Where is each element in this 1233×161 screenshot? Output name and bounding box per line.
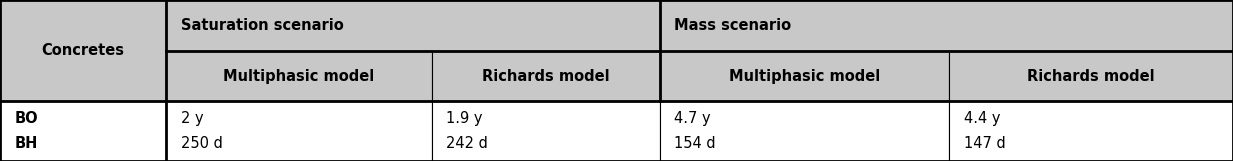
Text: Multiphasic model: Multiphasic model: [729, 69, 880, 84]
Text: Richards model: Richards model: [1027, 69, 1155, 84]
Text: Multiphasic model: Multiphasic model: [223, 69, 375, 84]
Text: Richards model: Richards model: [482, 69, 609, 84]
Text: Concretes: Concretes: [42, 43, 125, 58]
Bar: [0, 101, 166, 161]
Text: BO
BH: BO BH: [15, 111, 38, 151]
Bar: [949, 51, 1233, 101]
Text: Mass scenario: Mass scenario: [674, 18, 792, 33]
Bar: [166, 0, 660, 51]
Text: 1.9 y
242 d: 1.9 y 242 d: [446, 111, 488, 151]
Bar: [660, 51, 949, 101]
Text: 4.7 y
154 d: 4.7 y 154 d: [674, 111, 716, 151]
Bar: [660, 0, 1233, 51]
Text: Saturation scenario: Saturation scenario: [181, 18, 344, 33]
Bar: [660, 101, 949, 161]
Text: 4.4 y
147 d: 4.4 y 147 d: [964, 111, 1006, 151]
Bar: [166, 101, 432, 161]
Bar: [432, 51, 660, 101]
Bar: [432, 101, 660, 161]
Bar: [166, 51, 432, 101]
Bar: [949, 101, 1233, 161]
Text: 2 y
250 d: 2 y 250 d: [181, 111, 223, 151]
Bar: [0, 0, 166, 101]
